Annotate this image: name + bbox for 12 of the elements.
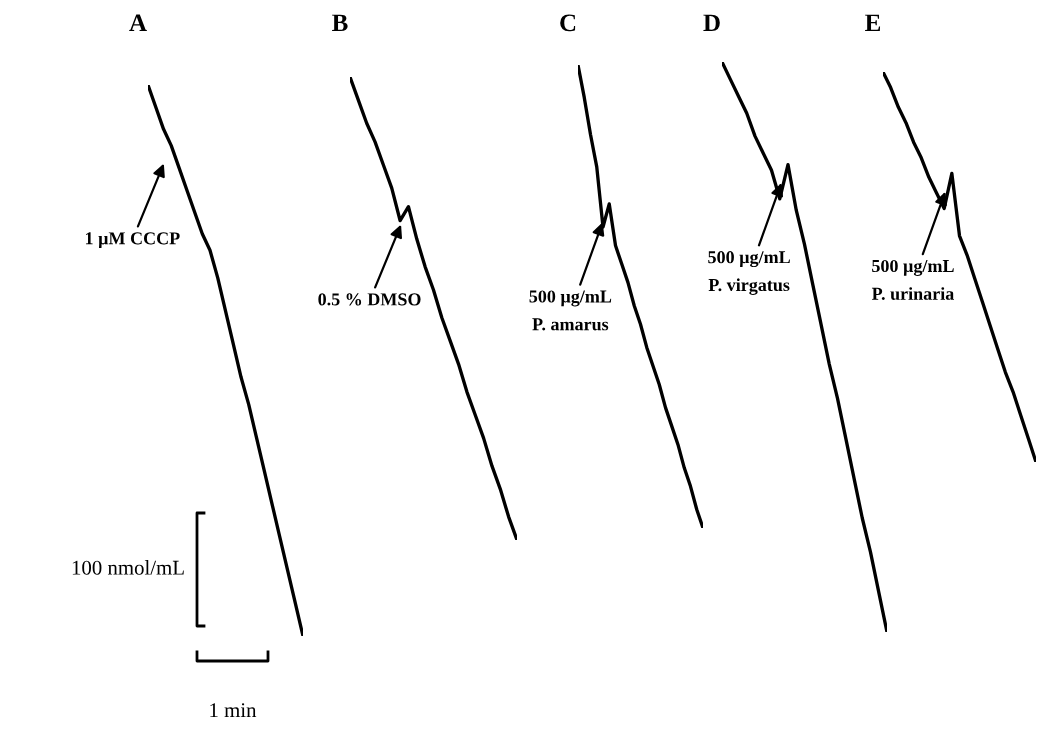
series-label: D bbox=[703, 14, 720, 32]
series-label: B bbox=[332, 14, 348, 32]
series-label: E bbox=[865, 14, 881, 32]
annotation: 0.5 % DMSO bbox=[318, 293, 421, 306]
series-label: C bbox=[560, 14, 576, 32]
text: 1 min bbox=[210, 703, 257, 718]
annotation: 500 µg/mL P. urinaria bbox=[871, 259, 954, 300]
annotation: 500 µg/mL P. amarus bbox=[529, 290, 612, 331]
annotation: 500 µg/mL P. virgatus bbox=[708, 251, 790, 295]
annotation: 100 nmol/mL bbox=[72, 560, 184, 575]
text: A bbox=[129, 14, 147, 32]
annotation: 1 µM CCCP bbox=[85, 232, 180, 249]
